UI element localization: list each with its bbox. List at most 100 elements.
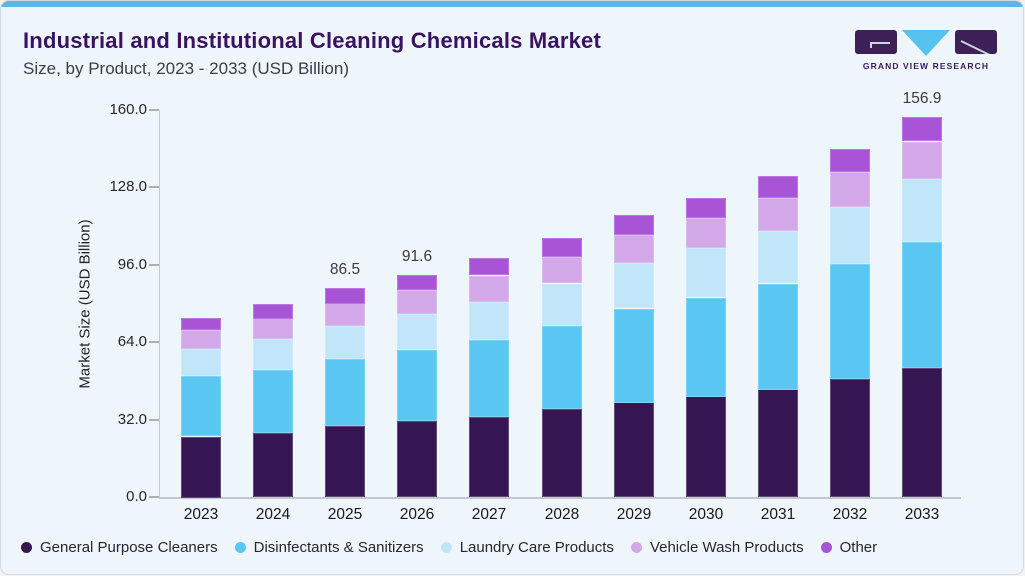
bar-segment (830, 264, 870, 379)
y-tick-mark (149, 496, 159, 498)
bar-segment (686, 396, 726, 497)
y-tick-label: 128.0 (109, 178, 147, 196)
bar-segment (469, 340, 509, 417)
bar-segment (253, 304, 293, 319)
bar-segment (181, 349, 221, 376)
bar-segment (253, 318, 293, 339)
chart-legend: General Purpose Cleaners Disinfectants & … (21, 539, 1013, 556)
top-accent-bar (1, 1, 1023, 7)
x-tick-label: 2028 (544, 506, 580, 523)
bar-segment (830, 149, 870, 172)
legend-item: Other (820, 539, 877, 556)
bar-segment (614, 263, 654, 308)
bar-segment (902, 142, 942, 179)
bar-total-label: 156.9 (902, 90, 942, 108)
legend-swatch-icon (21, 542, 32, 553)
legend-swatch-icon (234, 542, 246, 553)
logo-wordmark: GRAND VIEW RESEARCH (862, 61, 990, 71)
y-tick-label: 160.0 (109, 100, 147, 118)
bar-segment (253, 370, 293, 433)
y-tick-label: 96.0 (117, 255, 147, 273)
bar-segment (397, 421, 437, 497)
bar-segment (758, 176, 798, 198)
page-title: Industrial and Institutional Cleaning Ch… (23, 28, 602, 53)
bar-segment (325, 359, 365, 426)
bar-segment (181, 376, 221, 436)
bar-segment (469, 302, 509, 340)
bar-segment (830, 207, 870, 264)
bar-segment (686, 298, 726, 397)
bar-segment (397, 314, 437, 350)
legend-swatch-icon (440, 542, 452, 553)
bar-segment (542, 326, 582, 409)
x-tick-label: 2025 (327, 506, 363, 523)
x-tick-label: 2030 (688, 506, 724, 523)
logo-marks (855, 30, 997, 56)
bar-segment (902, 179, 942, 242)
bar-segment (902, 368, 942, 497)
legend-label: General Purpose Cleaners (40, 539, 218, 556)
legend-swatch-icon (630, 542, 642, 553)
legend-item: Laundry Care Products (440, 539, 614, 556)
bar-segment (469, 258, 509, 275)
bar-segment (830, 172, 870, 207)
x-tick-label: 2032 (832, 506, 868, 523)
x-tick-label: 2023 (183, 506, 219, 523)
legend-item: Disinfectants & Sanitizers (234, 539, 424, 556)
y-tick-mark (149, 341, 159, 344)
bar-segment (542, 257, 582, 283)
bar-segment (902, 117, 942, 141)
bar-segment (397, 290, 437, 314)
bar-total-label: 86.5 (329, 260, 361, 278)
bar-segment (181, 330, 221, 349)
page-subtitle: Size, by Product, 2023 - 2033 (USD Billi… (23, 59, 349, 78)
bar-segment (325, 288, 365, 304)
bar-segment (614, 402, 654, 497)
bar-segment (614, 309, 654, 403)
bar-segment (325, 426, 365, 497)
bar-segment (542, 284, 582, 326)
bar-segment (542, 409, 582, 497)
y-tick-label: 0.0 (126, 488, 147, 505)
logo-r-block-icon (955, 30, 997, 54)
x-tick-label: 2031 (760, 506, 796, 523)
y-axis-title: Market Size (USD Billion) (76, 219, 94, 389)
bar-segment (686, 198, 726, 218)
bar-segment (181, 318, 221, 330)
bar-segment (253, 433, 293, 497)
grand-view-research-logo: GRAND VIEW RESEARCH (855, 30, 997, 71)
bar-segment (397, 275, 437, 290)
bar-segment (902, 242, 942, 368)
bar-segment (686, 218, 726, 248)
logo-v-triangle-icon (902, 30, 950, 56)
logo-g-block-icon (855, 30, 897, 54)
legend-swatch-icon (820, 542, 832, 553)
x-tick-label: 2026 (399, 506, 435, 523)
bar-segment (469, 276, 509, 302)
bar-segment (758, 284, 798, 390)
bar-segment (758, 389, 798, 497)
y-tick-mark (149, 186, 159, 189)
y-tick-mark (149, 418, 159, 421)
bar-segment (325, 303, 365, 326)
bar-segment (397, 350, 437, 421)
x-tick-label: 2024 (255, 506, 291, 523)
bar-segment (614, 215, 654, 235)
legend-label: Disinfectants & Sanitizers (253, 539, 424, 556)
bar-segment (325, 326, 365, 359)
y-axis-line (159, 109, 160, 499)
bar-segment (686, 248, 726, 297)
bar-segment (253, 339, 293, 370)
x-tick-label: 2029 (616, 506, 652, 523)
legend-label: Laundry Care Products (459, 539, 614, 556)
bar-segment (181, 437, 221, 498)
bar-segment (469, 417, 509, 497)
legend-label: Vehicle Wash Products (649, 539, 804, 556)
bar-segment (614, 235, 654, 263)
y-tick-mark (149, 263, 159, 266)
bar-segment (758, 198, 798, 231)
legend-item: Vehicle Wash Products (630, 539, 804, 556)
bar-total-label: 91.6 (401, 248, 433, 266)
x-tick-label: 2033 (904, 506, 940, 523)
